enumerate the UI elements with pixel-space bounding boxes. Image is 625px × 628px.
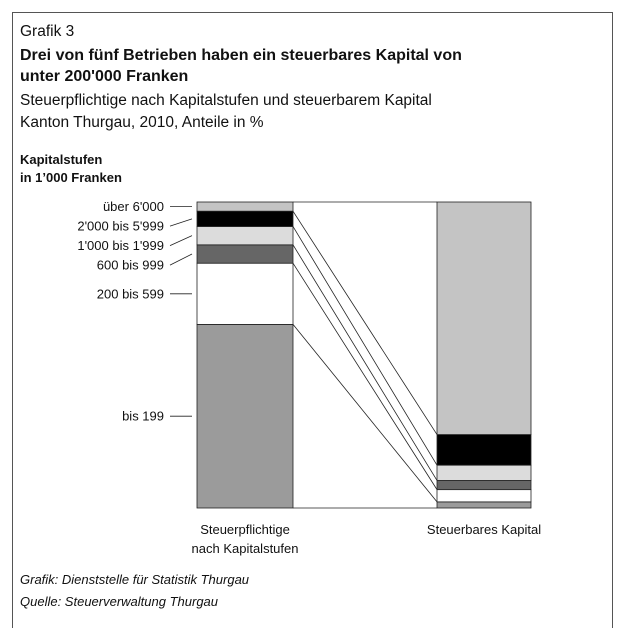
subtitle: Steuerpflichtige nach Kapitalstufen und … — [20, 92, 432, 109]
bar-segment — [436, 501, 532, 509]
kicker: Grafik 3 — [20, 23, 74, 40]
series-label: 1'000 bis 1'999 — [77, 238, 164, 253]
source: Quelle: Steuerverwaltung Thurgau — [20, 594, 218, 609]
connector — [292, 324, 438, 503]
x-category-label: Steuerpflichtige — [200, 522, 290, 537]
bar-segment — [436, 489, 532, 503]
series-label: 2'000 bis 5'999 — [77, 219, 164, 234]
bar-segment — [436, 464, 532, 481]
x-category-label: nach Kapitalstufen — [192, 541, 299, 556]
frame — [12, 12, 613, 628]
series-label: 600 bis 999 — [97, 258, 164, 273]
connector — [292, 226, 438, 466]
bar-segment — [436, 201, 532, 435]
series-label: über 6'000 — [103, 199, 164, 214]
bar-segment — [436, 480, 532, 491]
series-label: 200 bis 599 — [97, 286, 164, 301]
bar-segment — [436, 434, 532, 466]
bar-segment — [196, 201, 294, 212]
series-label: bis 199 — [122, 409, 164, 424]
legend-title: Kapitalstufen — [20, 152, 102, 167]
connector — [292, 262, 438, 490]
source: Grafik: Dienststelle für Statistik Thurg… — [20, 572, 249, 587]
bar-segment — [196, 244, 294, 264]
connector — [292, 244, 438, 481]
chart-title: Drei von fünf Betrieben haben ein steuer… — [20, 47, 462, 64]
label-leader — [169, 235, 193, 246]
subtitle: Kanton Thurgau, 2010, Anteile in % — [20, 114, 264, 131]
x-category-label: Steuerbares Kapital — [427, 522, 541, 537]
bar-segment — [196, 262, 294, 325]
bar-segment — [196, 226, 294, 246]
bar-segment — [196, 323, 294, 509]
chart-title: unter 200'000 Franken — [20, 68, 188, 85]
label-leader — [169, 253, 193, 266]
label-leader — [169, 218, 193, 227]
bar-segment — [196, 210, 294, 227]
connector — [292, 210, 438, 435]
legend-title: in 1’000 Franken — [20, 170, 122, 185]
